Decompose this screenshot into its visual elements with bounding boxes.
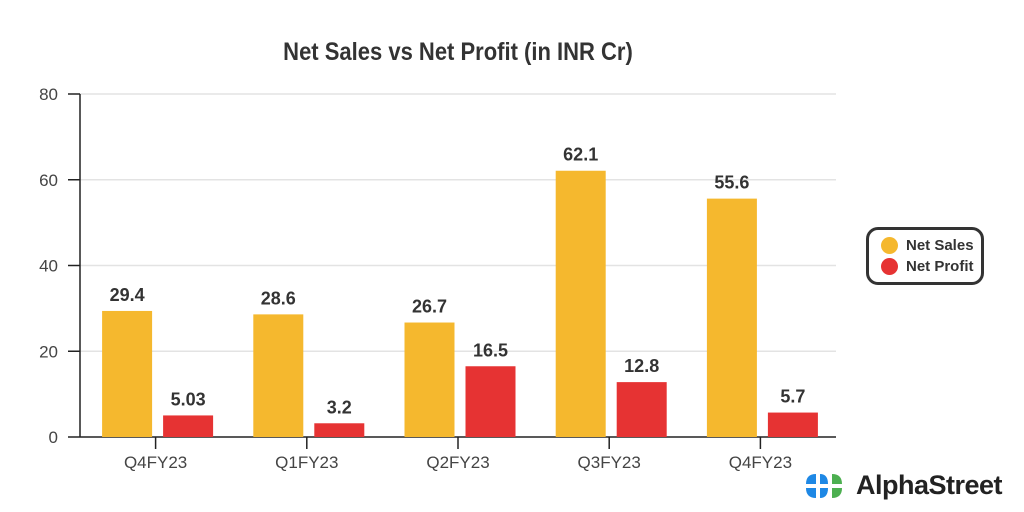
data-label: 28.6 (261, 288, 296, 308)
legend-item-net-sales[interactable]: Net Sales (881, 235, 981, 256)
bar-net-sales (706, 198, 757, 437)
y-tick-label: 20 (39, 342, 58, 361)
x-tick-label: Q4FY23 (729, 453, 792, 472)
legend: Net Sales Net Profit (866, 227, 984, 285)
x-tick-label: Q2FY23 (426, 453, 489, 472)
data-label: 5.03 (171, 389, 206, 409)
alphastreet-logo: AlphaStreet (804, 470, 1003, 501)
x-tick-label: Q4FY23 (124, 453, 187, 472)
bar-net-sales (404, 322, 455, 437)
y-tick-label: 80 (39, 85, 58, 104)
bar-net-profit (163, 415, 214, 437)
bar-net-profit (767, 412, 818, 437)
legend-item-net-profit[interactable]: Net Profit (881, 256, 981, 277)
bar-net-sales (102, 310, 153, 437)
legend-label: Net Sales (906, 237, 974, 254)
legend-label: Net Profit (906, 258, 974, 275)
bar-net-sales (555, 170, 606, 437)
legend-swatch-net-profit (881, 258, 898, 275)
alphastreet-logo-text: AlphaStreet (856, 470, 1003, 500)
bar-net-profit (314, 423, 365, 437)
data-label: 62.1 (563, 145, 598, 165)
data-label: 3.2 (327, 397, 352, 417)
data-label: 29.4 (110, 285, 145, 305)
data-label: 16.5 (473, 340, 508, 360)
y-tick-label: 40 (39, 257, 58, 276)
data-label: 55.6 (714, 173, 749, 193)
y-tick-label: 0 (49, 428, 58, 447)
bar-net-sales (253, 314, 304, 437)
alphastreet-logo-icon (806, 473, 842, 498)
data-label: 5.7 (780, 387, 805, 407)
x-tick-label: Q3FY23 (578, 453, 641, 472)
chart-title: Net Sales vs Net Profit (in INR Cr) (283, 38, 633, 66)
bar-net-profit (616, 382, 667, 437)
bar-net-profit (465, 366, 516, 437)
legend-swatch-net-sales (881, 237, 898, 254)
data-label: 26.7 (412, 297, 447, 317)
x-tick-label: Q1FY23 (275, 453, 338, 472)
y-tick-label: 60 (39, 171, 58, 190)
data-label: 12.8 (624, 356, 659, 376)
